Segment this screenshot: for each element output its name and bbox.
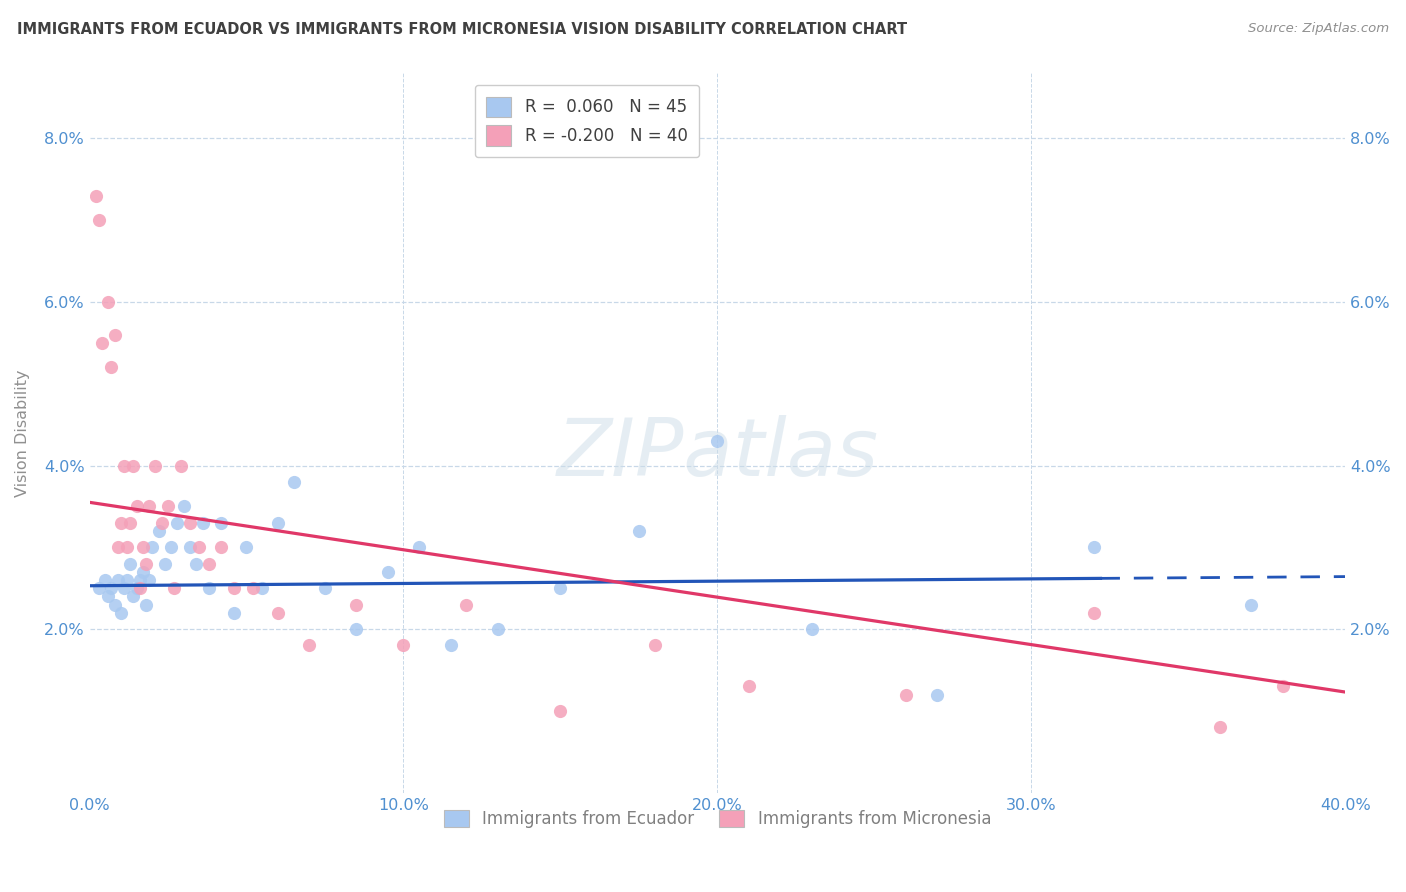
Point bbox=[267, 516, 290, 530]
Point bbox=[298, 639, 321, 653]
Point bbox=[209, 516, 232, 530]
Point bbox=[132, 541, 155, 555]
Point bbox=[163, 581, 186, 595]
Text: Source: ZipAtlas.com: Source: ZipAtlas.com bbox=[1249, 22, 1389, 36]
Point bbox=[1083, 541, 1105, 555]
Point bbox=[188, 541, 211, 555]
Point bbox=[148, 524, 170, 538]
Point bbox=[135, 598, 157, 612]
Point bbox=[125, 500, 148, 514]
Text: ZIPatlas: ZIPatlas bbox=[557, 416, 879, 493]
Point bbox=[112, 581, 135, 595]
Point bbox=[138, 500, 160, 514]
Point bbox=[738, 679, 761, 693]
Point bbox=[179, 516, 201, 530]
Point bbox=[100, 360, 122, 375]
Point bbox=[128, 581, 150, 595]
Point bbox=[198, 581, 221, 595]
Point bbox=[107, 573, 129, 587]
Point bbox=[156, 500, 179, 514]
Point bbox=[153, 557, 176, 571]
Point bbox=[392, 639, 415, 653]
Point bbox=[94, 573, 117, 587]
Point bbox=[800, 622, 823, 636]
Point bbox=[150, 516, 173, 530]
Point bbox=[550, 704, 572, 718]
Point bbox=[644, 639, 666, 653]
Point bbox=[115, 541, 138, 555]
Point bbox=[100, 581, 122, 595]
Point bbox=[91, 335, 114, 350]
Legend: Immigrants from Ecuador, Immigrants from Micronesia: Immigrants from Ecuador, Immigrants from… bbox=[437, 803, 998, 835]
Point bbox=[377, 565, 399, 579]
Point bbox=[112, 458, 135, 473]
Point bbox=[135, 557, 157, 571]
Point bbox=[706, 434, 728, 448]
Point bbox=[132, 565, 155, 579]
Y-axis label: Vision Disability: Vision Disability bbox=[15, 369, 30, 497]
Point bbox=[97, 590, 120, 604]
Point bbox=[173, 500, 195, 514]
Point bbox=[84, 188, 107, 202]
Point bbox=[209, 541, 232, 555]
Point bbox=[627, 524, 650, 538]
Point bbox=[267, 606, 290, 620]
Point bbox=[222, 581, 245, 595]
Point bbox=[408, 541, 430, 555]
Point bbox=[1209, 720, 1232, 734]
Point bbox=[283, 475, 305, 489]
Point bbox=[169, 458, 191, 473]
Point bbox=[160, 541, 183, 555]
Point bbox=[927, 688, 949, 702]
Point bbox=[115, 573, 138, 587]
Point bbox=[314, 581, 336, 595]
Point bbox=[122, 458, 145, 473]
Point bbox=[894, 688, 917, 702]
Point bbox=[198, 557, 221, 571]
Text: IMMIGRANTS FROM ECUADOR VS IMMIGRANTS FROM MICRONESIA VISION DISABILITY CORRELAT: IMMIGRANTS FROM ECUADOR VS IMMIGRANTS FR… bbox=[17, 22, 907, 37]
Point bbox=[344, 598, 367, 612]
Point bbox=[486, 622, 509, 636]
Point bbox=[191, 516, 214, 530]
Point bbox=[166, 516, 188, 530]
Point bbox=[141, 541, 163, 555]
Point bbox=[456, 598, 478, 612]
Point bbox=[110, 606, 132, 620]
Point bbox=[128, 573, 150, 587]
Point bbox=[550, 581, 572, 595]
Point bbox=[250, 581, 273, 595]
Point bbox=[179, 541, 201, 555]
Point bbox=[104, 598, 127, 612]
Point bbox=[104, 327, 127, 342]
Point bbox=[110, 516, 132, 530]
Point bbox=[122, 590, 145, 604]
Point bbox=[439, 639, 461, 653]
Point bbox=[97, 295, 120, 310]
Point bbox=[107, 541, 129, 555]
Point bbox=[186, 557, 208, 571]
Point bbox=[120, 516, 142, 530]
Point bbox=[1271, 679, 1294, 693]
Point bbox=[235, 541, 257, 555]
Point bbox=[344, 622, 367, 636]
Point bbox=[1083, 606, 1105, 620]
Point bbox=[1240, 598, 1263, 612]
Point bbox=[87, 213, 110, 227]
Point bbox=[120, 557, 142, 571]
Point bbox=[242, 581, 264, 595]
Point bbox=[222, 606, 245, 620]
Point bbox=[125, 581, 148, 595]
Point bbox=[138, 573, 160, 587]
Point bbox=[145, 458, 167, 473]
Point bbox=[87, 581, 110, 595]
